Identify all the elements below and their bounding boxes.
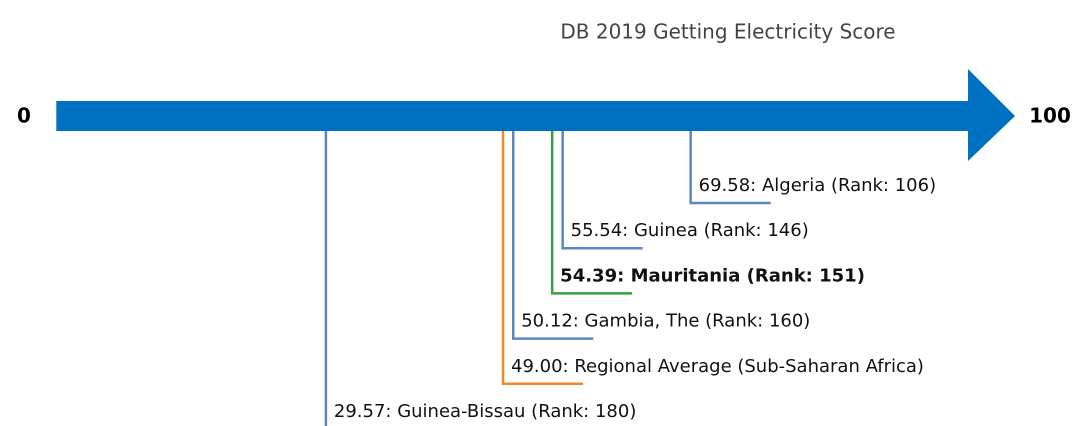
marker-line	[511, 131, 594, 340]
axis-arrow-shaft	[56, 101, 969, 131]
marker-label: 50.12: Gambia, The (Rank: 160)	[521, 311, 810, 332]
marker-label: 69.58: Algeria (Rank: 106)	[699, 175, 936, 196]
tick-label: 100	[1029, 104, 1071, 128]
marker-label: 49.00: Regional Average (Sub-Saharan Afr…	[511, 356, 924, 377]
marker-line	[689, 131, 771, 205]
axis-arrow-head	[968, 69, 1015, 161]
marker-label: 55.54: Guinea (Rank: 146)	[571, 220, 809, 241]
tick-label: 0	[17, 104, 31, 128]
marker-line	[501, 131, 584, 386]
marker-label: 29.57: Guinea-Bissau (Rank: 180)	[334, 401, 636, 422]
marker-line	[324, 131, 328, 426]
marker-line	[550, 131, 633, 295]
chart-title: DB 2019 Getting Electricity Score	[560, 20, 895, 44]
marker-label: 54.39: Mauritania (Rank: 151)	[560, 265, 865, 286]
marker-line	[561, 131, 643, 250]
